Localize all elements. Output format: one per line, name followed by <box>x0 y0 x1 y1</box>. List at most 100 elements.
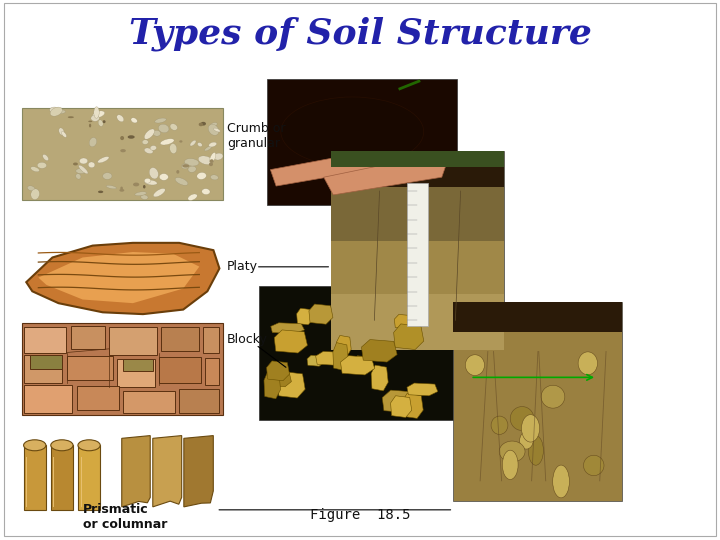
Ellipse shape <box>106 185 117 189</box>
Ellipse shape <box>159 173 168 180</box>
Polygon shape <box>307 355 324 366</box>
FancyBboxPatch shape <box>331 294 504 350</box>
Ellipse shape <box>131 118 138 123</box>
Text: Platy: Platy <box>227 260 258 273</box>
Ellipse shape <box>78 440 100 451</box>
FancyBboxPatch shape <box>331 187 504 241</box>
Ellipse shape <box>209 163 213 166</box>
Ellipse shape <box>199 123 203 126</box>
Polygon shape <box>266 361 289 381</box>
Ellipse shape <box>37 163 47 168</box>
Polygon shape <box>315 352 348 366</box>
Ellipse shape <box>31 167 40 172</box>
Text: Prismatic
or columnar: Prismatic or columnar <box>84 503 168 531</box>
Polygon shape <box>122 436 150 507</box>
Ellipse shape <box>103 120 106 123</box>
FancyBboxPatch shape <box>22 108 223 200</box>
FancyBboxPatch shape <box>123 359 153 371</box>
Ellipse shape <box>155 118 166 123</box>
FancyBboxPatch shape <box>109 327 157 355</box>
Polygon shape <box>153 436 181 507</box>
FancyBboxPatch shape <box>179 389 220 413</box>
Ellipse shape <box>120 149 126 152</box>
FancyBboxPatch shape <box>24 385 73 413</box>
Ellipse shape <box>188 166 196 172</box>
Ellipse shape <box>78 165 88 174</box>
Ellipse shape <box>528 436 544 465</box>
Ellipse shape <box>76 168 86 173</box>
FancyBboxPatch shape <box>71 326 104 349</box>
FancyBboxPatch shape <box>22 420 216 511</box>
Ellipse shape <box>214 128 220 132</box>
Polygon shape <box>269 372 292 387</box>
Polygon shape <box>371 365 388 391</box>
Polygon shape <box>341 356 374 375</box>
Ellipse shape <box>153 130 161 136</box>
Ellipse shape <box>578 352 598 375</box>
FancyBboxPatch shape <box>24 355 63 383</box>
Ellipse shape <box>144 148 153 153</box>
Ellipse shape <box>197 143 202 147</box>
Polygon shape <box>336 335 351 356</box>
Ellipse shape <box>144 178 150 183</box>
FancyBboxPatch shape <box>161 327 199 350</box>
Ellipse shape <box>98 157 109 163</box>
Ellipse shape <box>176 170 179 174</box>
FancyBboxPatch shape <box>266 79 457 205</box>
Polygon shape <box>390 396 412 417</box>
FancyBboxPatch shape <box>259 286 454 420</box>
Ellipse shape <box>51 440 73 451</box>
FancyBboxPatch shape <box>22 323 223 415</box>
Ellipse shape <box>59 128 64 135</box>
Ellipse shape <box>510 407 534 430</box>
Polygon shape <box>274 330 307 353</box>
Ellipse shape <box>120 136 124 140</box>
Ellipse shape <box>120 189 125 192</box>
Ellipse shape <box>491 416 508 434</box>
Polygon shape <box>184 436 213 507</box>
FancyBboxPatch shape <box>454 302 622 501</box>
Ellipse shape <box>144 129 155 139</box>
Ellipse shape <box>181 164 189 169</box>
Ellipse shape <box>214 153 223 160</box>
Ellipse shape <box>145 180 157 185</box>
Text: Crumb or
granular: Crumb or granular <box>227 122 286 150</box>
Ellipse shape <box>170 144 177 153</box>
Ellipse shape <box>68 116 74 118</box>
Polygon shape <box>277 372 305 398</box>
Ellipse shape <box>202 188 210 194</box>
Ellipse shape <box>50 107 63 116</box>
Polygon shape <box>361 340 397 362</box>
Polygon shape <box>394 324 424 349</box>
FancyBboxPatch shape <box>331 151 504 167</box>
Ellipse shape <box>208 124 219 136</box>
FancyBboxPatch shape <box>30 355 63 369</box>
Ellipse shape <box>201 122 206 126</box>
Ellipse shape <box>98 191 103 193</box>
Ellipse shape <box>61 131 66 137</box>
Ellipse shape <box>503 450 518 480</box>
Polygon shape <box>324 154 448 195</box>
Ellipse shape <box>150 145 156 150</box>
Ellipse shape <box>42 154 48 160</box>
Text: Blocky: Blocky <box>227 333 268 346</box>
FancyBboxPatch shape <box>76 386 119 410</box>
Ellipse shape <box>76 174 81 179</box>
Ellipse shape <box>210 152 216 163</box>
Polygon shape <box>353 356 372 371</box>
Ellipse shape <box>135 192 147 195</box>
Ellipse shape <box>158 124 169 133</box>
Ellipse shape <box>117 114 124 122</box>
Ellipse shape <box>179 140 182 143</box>
Ellipse shape <box>161 139 174 145</box>
Ellipse shape <box>210 175 218 180</box>
Ellipse shape <box>98 120 103 126</box>
Ellipse shape <box>209 142 217 147</box>
Ellipse shape <box>93 111 104 118</box>
FancyBboxPatch shape <box>203 327 220 353</box>
Ellipse shape <box>520 432 534 449</box>
Polygon shape <box>264 371 281 399</box>
Ellipse shape <box>127 135 135 139</box>
Text: Types of Soil Structure: Types of Soil Structure <box>129 17 591 51</box>
Polygon shape <box>271 323 305 334</box>
